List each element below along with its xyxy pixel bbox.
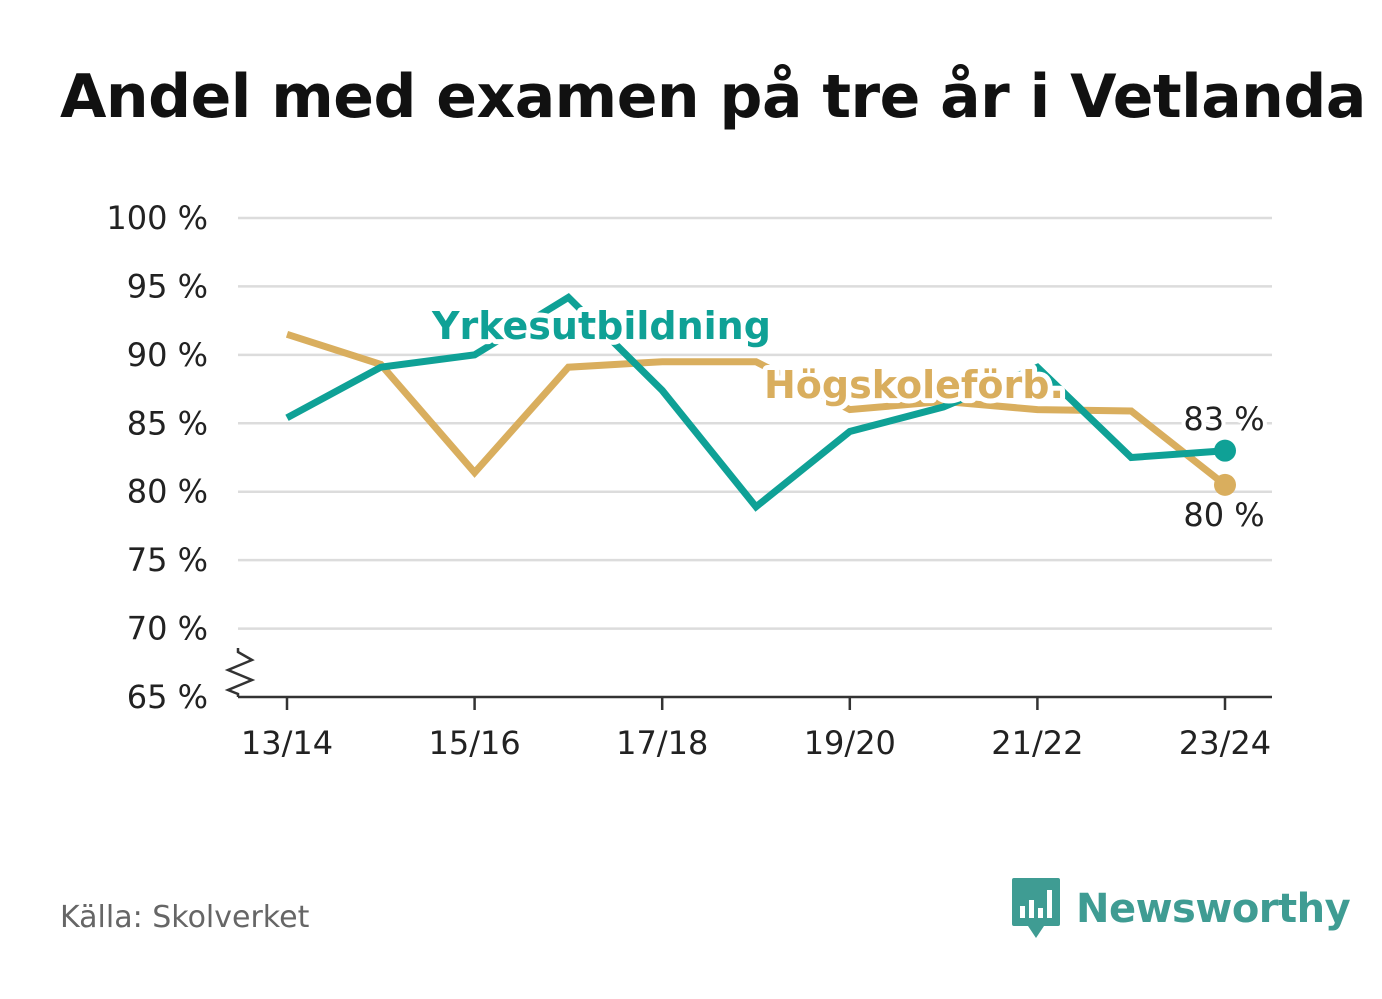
series-labels: Högskoleförb. Yrkesutbildning 83 % 80 % (426, 299, 1269, 538)
end-value-label-yrkesutbildning: 83 % (1183, 400, 1264, 438)
y-tick-label: 95 % (127, 267, 208, 305)
y-tick-label: 100 % (106, 199, 208, 237)
series-end-marker (1214, 473, 1236, 496)
y-axis-tick-labels: 65 % 70 % 75 % 80 % 85 % 90 % 95 % 100 % (106, 199, 208, 716)
chart-title: Andel med examen på tre år i Vetlanda (60, 62, 1366, 132)
brand-name: Newsworthy (1076, 886, 1351, 932)
x-axis (224, 648, 1272, 699)
grid-lines (238, 216, 1272, 630)
series-label-hogskoleforb: Högskoleförb. (764, 363, 1064, 407)
y-tick-label: 65 % (127, 678, 208, 716)
y-tick-label: 90 % (127, 336, 208, 374)
x-tick-label: 23/24 (1179, 724, 1271, 762)
series-line-yrkesutbildning (285, 292, 1226, 512)
x-axis-tick-labels: 13/14 15/16 17/18 19/20 21/22 23/24 (241, 697, 1271, 762)
y-tick-label: 75 % (127, 541, 208, 579)
x-tick-label: 13/14 (241, 724, 333, 762)
y-tick-label: 80 % (127, 473, 208, 511)
x-tick-label: 15/16 (428, 724, 520, 762)
x-tick-label: 17/18 (616, 724, 708, 762)
y-tick-label: 70 % (127, 610, 208, 648)
series-end-marker (1214, 439, 1236, 462)
x-tick-label: 19/20 (804, 724, 896, 762)
series-line-hogskoleforb (285, 330, 1228, 488)
brand-logo: Newsworthy (1010, 876, 1351, 942)
series-label-yrkesutbildning: Yrkesutbildning (431, 304, 771, 348)
y-tick-label: 85 % (127, 404, 208, 442)
x-tick-label: 21/22 (991, 724, 1083, 762)
end-value-label-hogskoleforb: 80 % (1183, 496, 1264, 534)
series-lines (285, 292, 1236, 512)
source-note: Källa: Skolverket (60, 900, 310, 935)
axis-break-marker (224, 648, 256, 697)
bar-chart-speech-bubble-icon (1012, 878, 1060, 938)
